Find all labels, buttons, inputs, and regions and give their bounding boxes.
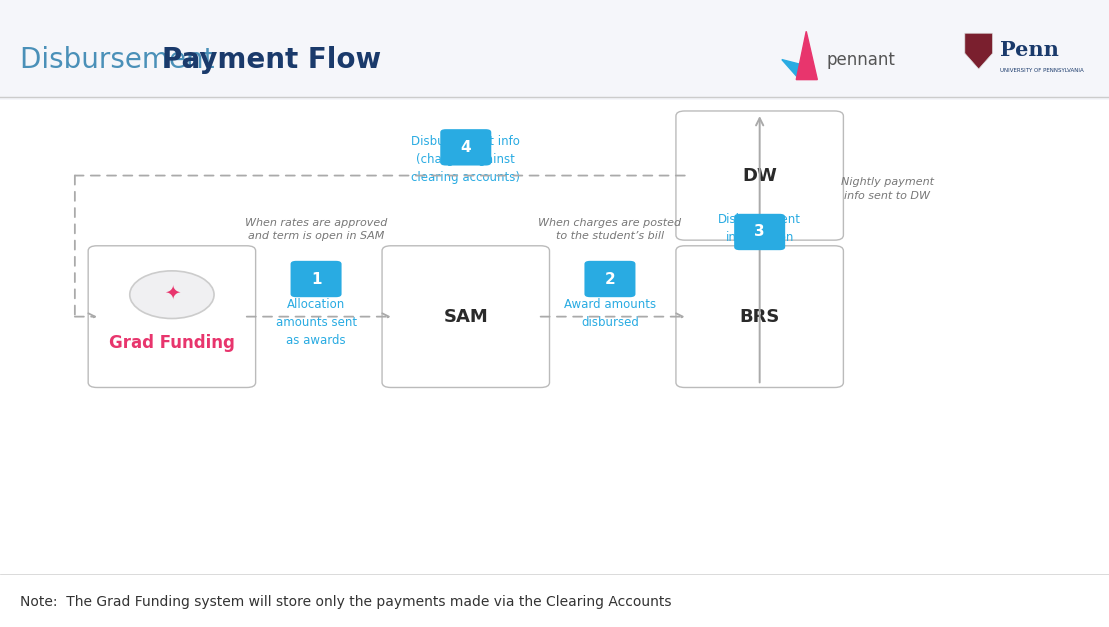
Text: When rates are approved
and term is open in SAM: When rates are approved and term is open… — [245, 218, 387, 241]
Text: BRS: BRS — [740, 308, 780, 325]
Polygon shape — [782, 60, 806, 77]
Text: UNIVERSITY OF PENNSYLVANIA: UNIVERSITY OF PENNSYLVANIA — [1000, 68, 1085, 73]
Text: Note:  The Grad Funding system will store only the payments made via the Clearin: Note: The Grad Funding system will store… — [20, 595, 671, 609]
Circle shape — [130, 271, 214, 319]
Polygon shape — [965, 33, 993, 69]
FancyBboxPatch shape — [440, 129, 491, 166]
FancyBboxPatch shape — [734, 214, 785, 250]
Text: When charges are posted
to the student’s bill: When charges are posted to the student’s… — [538, 218, 682, 241]
Text: SAM: SAM — [444, 308, 488, 325]
FancyBboxPatch shape — [291, 261, 342, 297]
Text: DW: DW — [742, 167, 777, 184]
Text: 1: 1 — [311, 271, 322, 287]
Text: Disbursement info
(charges against
clearing accounts): Disbursement info (charges against clear… — [411, 135, 520, 184]
Text: Penn: Penn — [1000, 40, 1059, 60]
Text: pennant: pennant — [826, 51, 895, 68]
Text: Grad Funding: Grad Funding — [109, 334, 235, 352]
Text: 2: 2 — [604, 271, 615, 287]
Text: ✦: ✦ — [164, 283, 180, 302]
Text: Nightly payment
info sent to DW: Nightly payment info sent to DW — [841, 177, 934, 201]
Text: Award amounts
disbursed: Award amounts disbursed — [563, 298, 657, 329]
Text: Disbursement: Disbursement — [20, 46, 223, 73]
FancyBboxPatch shape — [88, 246, 255, 387]
Text: Disbursement
information: Disbursement information — [719, 213, 801, 244]
Polygon shape — [796, 31, 817, 80]
FancyBboxPatch shape — [676, 246, 844, 387]
Text: 3: 3 — [754, 224, 765, 240]
Text: 4: 4 — [460, 140, 471, 155]
FancyBboxPatch shape — [381, 246, 550, 387]
FancyBboxPatch shape — [584, 261, 635, 297]
FancyBboxPatch shape — [676, 111, 844, 240]
Text: Allocation
amounts sent
as awards: Allocation amounts sent as awards — [275, 298, 357, 347]
FancyBboxPatch shape — [0, 100, 1109, 627]
Text: Payment Flow: Payment Flow — [162, 46, 381, 73]
